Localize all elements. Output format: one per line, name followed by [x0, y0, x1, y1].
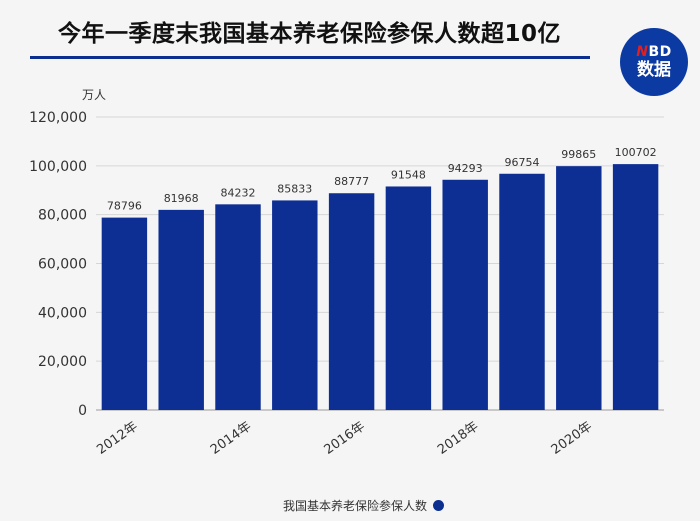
data-label: 100702 — [615, 146, 657, 159]
bar — [612, 164, 659, 410]
bar-chart: 020,00040,00060,00080,000100,000120,000 … — [29, 110, 664, 458]
bar — [101, 217, 148, 410]
logo-bd: BD — [648, 44, 672, 60]
data-label: 78796 — [107, 200, 142, 213]
x-tick-label: 2018年 — [435, 419, 481, 458]
bar — [328, 193, 375, 410]
bars — [101, 164, 659, 410]
y-tick-label: 60,000 — [38, 257, 87, 273]
bar — [385, 186, 432, 410]
legend-dot — [433, 500, 445, 511]
legend-label: 我国基本养老保险参保人数 — [283, 499, 428, 513]
bar — [499, 173, 545, 410]
y-tick-label: 120,000 — [29, 110, 87, 126]
logo-n: N — [636, 44, 649, 60]
data-label: 88777 — [334, 175, 369, 188]
y-tick-label: 40,000 — [38, 305, 87, 321]
x-tick-label: 2016年 — [322, 419, 368, 458]
nbd-logo: NBD 数据 — [620, 28, 688, 96]
y-axis-unit: 万人 — [82, 88, 107, 102]
data-label: 99865 — [561, 148, 596, 161]
y-tick-label: 100,000 — [29, 159, 87, 175]
legend: 我国基本养老保险参保人数 — [283, 497, 445, 514]
data-label: 85833 — [277, 182, 312, 195]
x-tick-label: 2012年 — [94, 419, 140, 458]
chart-title: 今年一季度末我国基本养老保险参保人数超10亿 — [58, 21, 562, 47]
x-tick-label: 2020年 — [549, 419, 595, 458]
data-labels: 78796 81968 84232 85833 88777 91548 94293 96754… — [107, 146, 657, 212]
logo-data-text: 数据 — [637, 60, 671, 80]
y-tick-label: 80,000 — [38, 208, 87, 224]
bar — [158, 209, 204, 410]
bar — [215, 204, 261, 410]
title-underline — [30, 56, 590, 59]
x-axis-ticks: 2012年 2014年 2016年 2018年 2020年 — [94, 419, 595, 458]
data-label: 84232 — [221, 186, 256, 199]
data-label: 81968 — [164, 192, 199, 205]
data-label: 91548 — [391, 168, 426, 181]
bar — [272, 200, 318, 410]
bar — [556, 166, 602, 410]
bar — [442, 179, 488, 410]
y-axis-ticks: 0 20,000 40,000 60,000 80,000 100,000 120,000 — [29, 110, 87, 419]
data-label: 94293 — [448, 162, 483, 175]
data-label: 96754 — [505, 156, 540, 169]
x-tick-label: 2014年 — [208, 419, 254, 458]
y-tick-label: 0 — [78, 403, 87, 419]
y-tick-label: 20,000 — [38, 354, 87, 370]
